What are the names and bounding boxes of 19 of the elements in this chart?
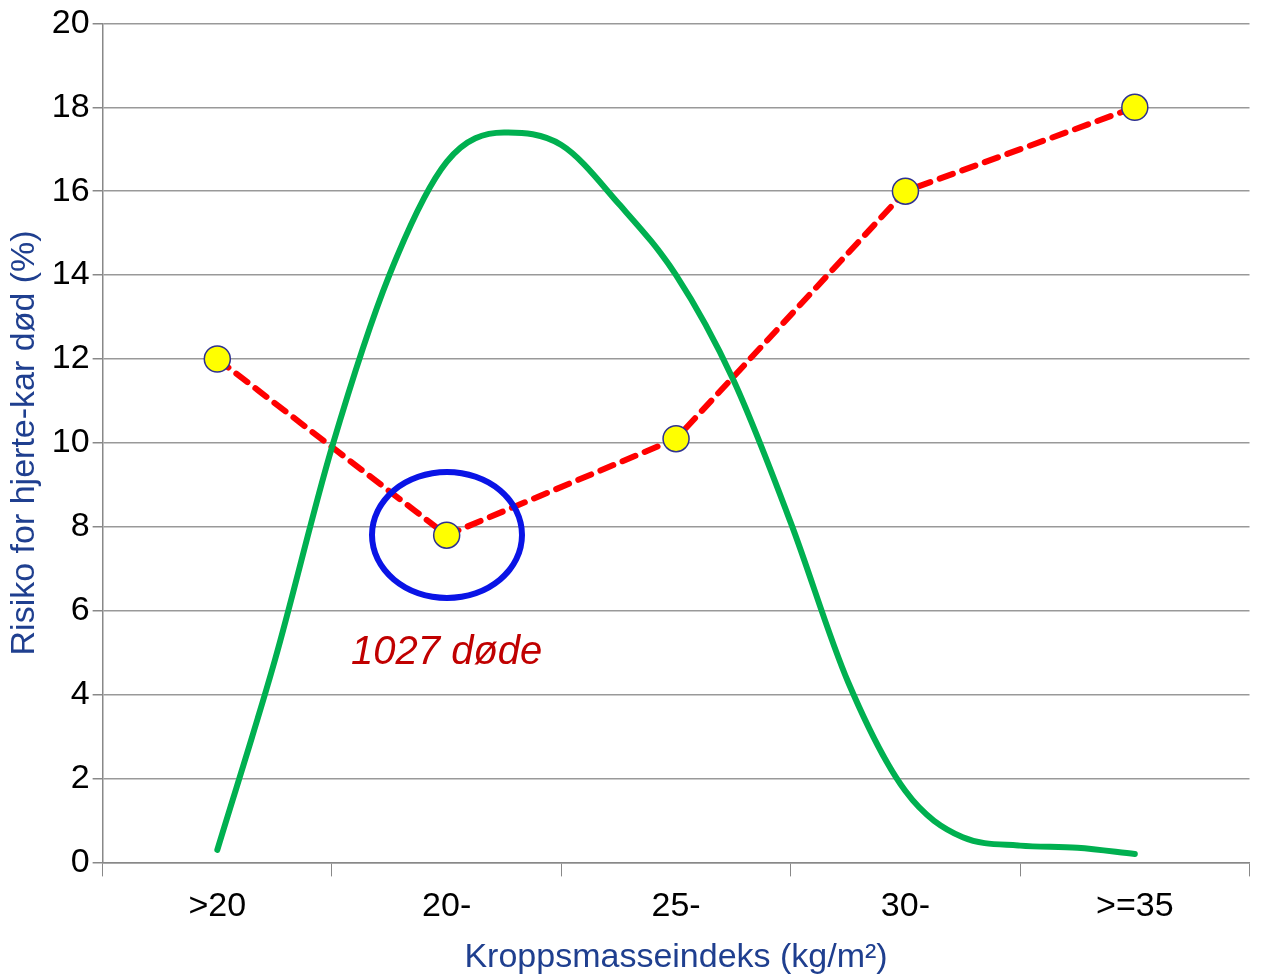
- x-tick-label: >20: [188, 885, 247, 924]
- y-tick-label: 8: [70, 505, 90, 544]
- y-tick-label: 6: [70, 589, 90, 628]
- y-tick-label: 12: [51, 337, 90, 376]
- y-tick-label: 16: [51, 169, 90, 208]
- annotation: 1027 døde: [351, 627, 543, 672]
- y-axis-title: Risiko for hjerte-kar død (%): [2, 230, 41, 656]
- y-tick-label: 0: [70, 840, 90, 879]
- y-tick-label: 4: [70, 672, 90, 711]
- y-tick-label: 18: [51, 85, 90, 124]
- y-tick-label: 2: [70, 756, 90, 795]
- x-tick-label: 20-: [422, 885, 472, 924]
- x-axis-title: Kroppsmasseindeks (kg/m²): [464, 935, 888, 974]
- y-tick-label: 10: [51, 421, 90, 460]
- y-tick-label: 20: [51, 1, 90, 40]
- x-tick-label: 30-: [880, 885, 931, 924]
- x-tick-label: >=35: [1096, 885, 1174, 924]
- x-tick-label: 25-: [651, 885, 701, 924]
- y-tick-label: 14: [51, 253, 90, 292]
